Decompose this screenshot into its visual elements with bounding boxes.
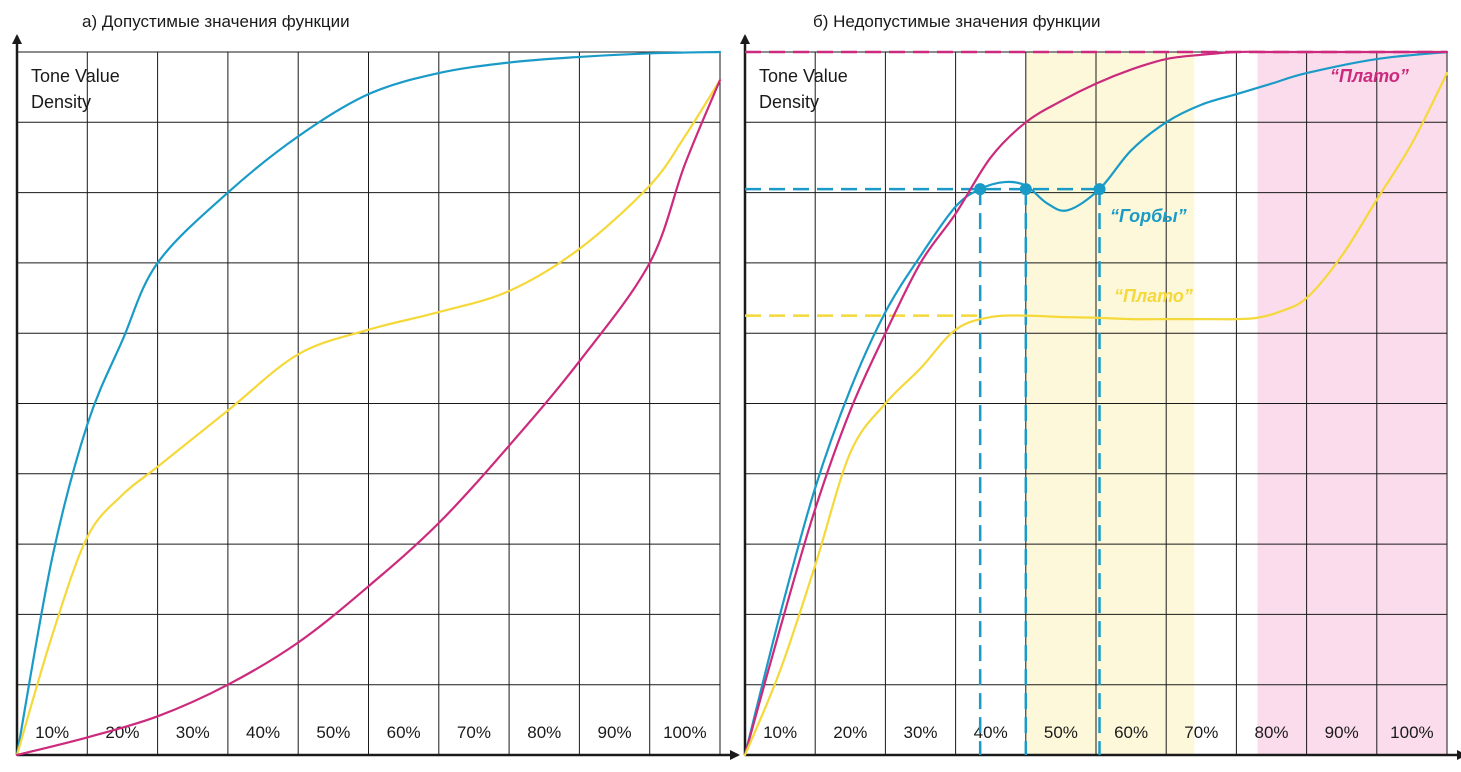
chart-b-x-tick-label: 40% [974,723,1008,742]
chart-a-x-tick-label: 30% [176,723,210,742]
chart-b-x-tick-label: 30% [903,723,937,742]
chart-b-series-0 [743,50,1449,757]
chart-a-ylabel-line: Tone Value [31,66,120,86]
chart-b-ref-point [974,183,987,196]
chart-b-x-tick-label: 60% [1114,723,1148,742]
chart-a-x-tick-label: 40% [246,723,280,742]
chart-a-series-0 [15,50,722,757]
chart-a-series-2 [15,79,722,757]
chart-a-x-tick-label: 10% [35,723,69,742]
chart-b-annotation: “Плато” [1114,286,1193,306]
chart-b-x-tick-label: 50% [1044,723,1078,742]
chart-b-series-1 [743,50,1449,757]
chart-b-ref-point [1019,183,1032,196]
chart-b-x-tick-label: 100% [1390,723,1433,742]
chart-b-annotation: “Горбы” [1110,206,1187,226]
chart-a-series-1 [15,79,722,757]
chart-a-x-tick-label: 80% [527,723,561,742]
chart-a-x-tick-label: 60% [387,723,421,742]
chart-a-x-tick-label: 70% [457,723,491,742]
chart-a-ylabel-line: Density [31,92,91,112]
chart-b-x-tick-label: 70% [1184,723,1218,742]
chart-a-x-tick-label: 90% [598,723,632,742]
chart-b-annotation: “Плато” [1330,66,1409,86]
chart-b: Tone Value Density 10% 20% 30% 40% 50% 60% 70% 80… [740,34,1461,760]
chart-a-x-tick-label: 100% [663,723,706,742]
chart-b-x-tick-label: 20% [833,723,867,742]
chart-b-ylabel-line: Tone Value [759,66,848,86]
chart-b-x-tick-label: 10% [763,723,797,742]
chart-b-ylabel-line: Density [759,92,819,112]
chart-a-x-tick-label: 50% [316,723,350,742]
chart-b-ref-point [1093,183,1106,196]
chart-a-x-tick-label: 20% [105,723,139,742]
chart-b-series-2 [743,71,1449,757]
chart-a: Tone Value Density 10% 20% 30% 40% 50% 60% 70% 80… [12,34,740,760]
chart-b-x-tick-label: 80% [1254,723,1288,742]
chart-b-x-tick-label: 90% [1325,723,1359,742]
chart-a-title: а) Допустимые значения функции [82,12,350,31]
chart-b-title: б) Недопустимые значения функции [813,12,1101,31]
